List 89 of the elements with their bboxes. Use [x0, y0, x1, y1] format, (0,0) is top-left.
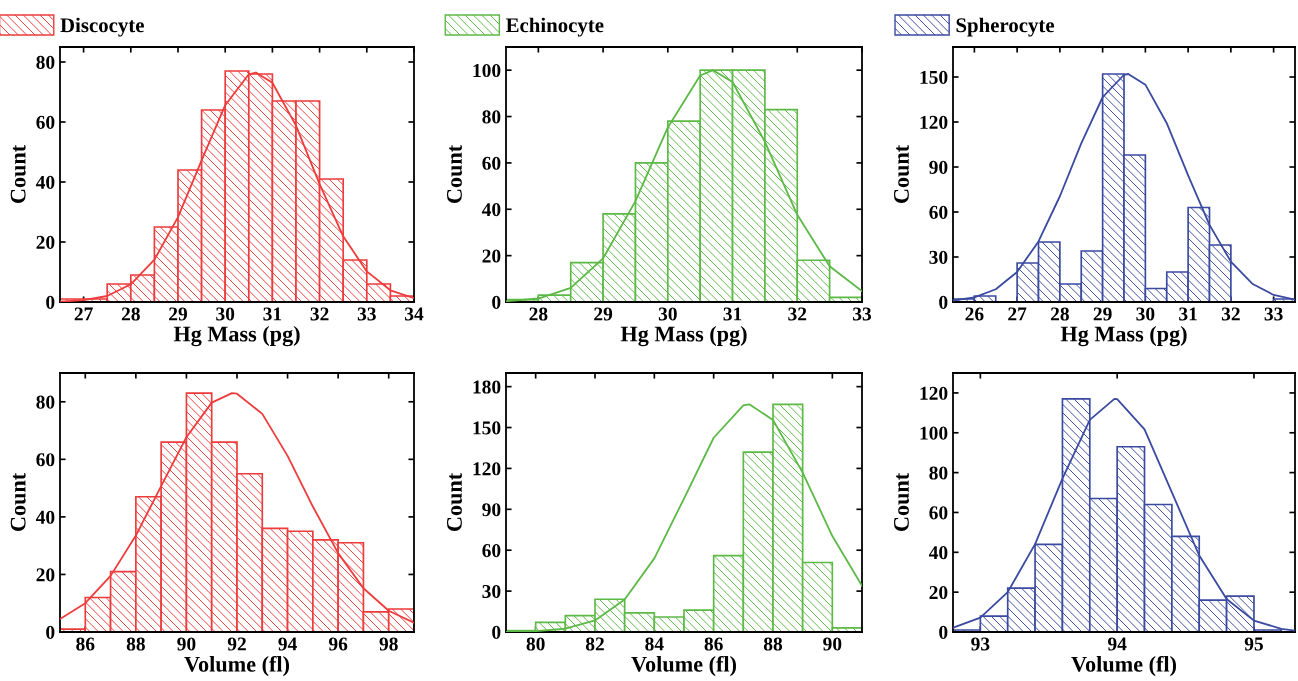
x-tick-label: 93	[971, 637, 990, 651]
y-tick-label: 30	[482, 584, 501, 599]
y-tick-label: 120	[920, 115, 948, 129]
y-tick-label: 120	[920, 386, 948, 400]
x-tick-label: 96	[328, 637, 348, 651]
y-tick-label: 0	[46, 625, 55, 639]
y-tick-label: 40	[35, 510, 55, 524]
y-tick-label: 60	[36, 453, 55, 467]
legend-label: Echinocyte	[505, 17, 604, 37]
x-tick-label: 94	[1107, 637, 1127, 651]
y-tick-label: 40	[481, 203, 501, 217]
x-tick-label: 33	[853, 307, 872, 321]
x-axis-title: Hg Mass (pg)	[173, 325, 300, 347]
x-axis-title: Hg Mass (pg)	[620, 325, 747, 347]
legend-label: Spherocyte	[956, 17, 1055, 37]
x-axis-title: Volume (fl)	[1071, 655, 1177, 677]
y-tick-label: 60	[929, 205, 948, 219]
x-tick-label: 29	[169, 307, 188, 321]
y-tick-label: 0	[939, 625, 948, 639]
x-axis-title: Volume (fl)	[631, 655, 737, 677]
y-tick-label: 150	[920, 70, 948, 84]
y-tick-label: 100	[920, 426, 948, 440]
y-tick-label: 20	[36, 568, 55, 582]
y-axis-title: Count	[893, 472, 909, 532]
x-tick-label: 27	[1008, 307, 1027, 321]
y-tick-label: 20	[929, 585, 948, 600]
y-tick-label: 40	[928, 546, 948, 560]
y-tick-label: 0	[939, 295, 948, 309]
x-tick-label: 32	[310, 307, 329, 321]
x-tick-label: 27	[74, 307, 93, 321]
x-tick-label: 32	[788, 307, 807, 321]
x-tick-label: 90	[823, 637, 842, 651]
y-tick-label: 80	[929, 466, 948, 480]
x-tick-label: 33	[1264, 307, 1283, 321]
x-tick-label: 90	[177, 637, 196, 651]
x-tick-label: 98	[379, 637, 398, 651]
y-tick-label: 60	[929, 506, 948, 520]
x-tick-label: 80	[526, 637, 545, 651]
y-tick-label: 0	[492, 625, 501, 639]
x-tick-label: 28	[1050, 307, 1069, 321]
y-axis-title: Count	[446, 144, 462, 204]
y-tick-label: 150	[473, 421, 501, 435]
y-axis-title: Count	[10, 144, 26, 204]
x-tick-label: 86	[704, 637, 723, 651]
x-tick-label: 30	[216, 307, 235, 321]
y-tick-label: 90	[929, 160, 948, 174]
y-tick-label: 20	[36, 235, 55, 249]
y-tick-label: 60	[482, 156, 501, 170]
y-tick-label: 80	[36, 55, 55, 69]
y-tick-label: 60	[36, 115, 55, 129]
x-tick-label: 31	[263, 307, 282, 321]
x-tick-label: 34	[405, 307, 424, 321]
x-tick-label: 26	[965, 307, 984, 321]
y-tick-label: 90	[482, 503, 501, 517]
y-tick-label: 80	[482, 110, 501, 124]
y-tick-label: 120	[473, 462, 501, 476]
x-tick-label: 28	[529, 307, 548, 321]
x-tick-label: 31	[723, 307, 742, 321]
x-tick-label: 92	[227, 637, 246, 651]
x-tick-label: 95	[1244, 637, 1263, 651]
y-tick-label: 80	[36, 395, 55, 409]
y-axis-title: Count	[893, 144, 909, 204]
legend-label: Discocyte	[60, 17, 144, 37]
y-axis-title: Count	[446, 472, 462, 532]
y-tick-label: 30	[929, 250, 948, 264]
y-tick-label: 180	[473, 380, 501, 394]
y-tick-label: 0	[492, 295, 501, 309]
y-tick-label: 0	[46, 295, 55, 309]
x-tick-label: 30	[1136, 307, 1155, 321]
x-axis-title: Volume (fl)	[184, 655, 290, 677]
x-tick-label: 33	[357, 307, 376, 321]
x-tick-label: 29	[594, 307, 613, 321]
x-tick-label: 82	[585, 637, 604, 651]
y-tick-label: 100	[473, 64, 501, 78]
y-tick-label: 20	[482, 249, 501, 263]
x-tick-label: 30	[658, 307, 677, 321]
x-tick-label: 28	[121, 307, 140, 321]
x-tick-label: 29	[1093, 307, 1112, 321]
y-tick-label: 60	[482, 544, 501, 558]
y-tick-label: 40	[35, 175, 55, 189]
x-tick-label: 32	[1221, 307, 1240, 321]
x-tick-label: 94	[278, 637, 297, 651]
x-tick-label: 86	[76, 637, 95, 651]
x-tick-label: 88	[763, 637, 783, 651]
y-axis-title: Count	[10, 472, 26, 532]
x-axis-title: Hg Mass (pg)	[1060, 325, 1187, 347]
x-tick-label: 31	[1179, 307, 1197, 321]
x-tick-label: 84	[645, 637, 664, 651]
x-tick-label: 88	[126, 637, 145, 651]
